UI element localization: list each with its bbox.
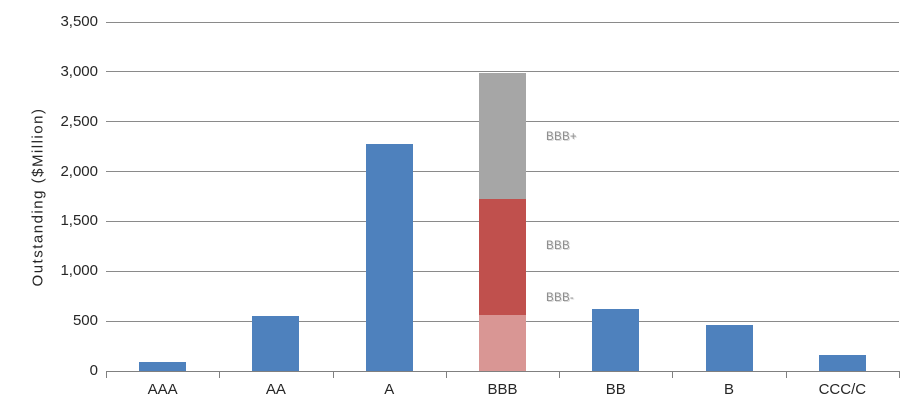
y-axis-tick-label: 2,000 <box>60 162 98 180</box>
bar-segment-ccc-c <box>818 355 866 371</box>
x-axis-tick <box>785 372 787 378</box>
gridline <box>106 21 899 23</box>
bar-segment-bbb-plus <box>479 72 526 199</box>
x-axis-line <box>106 371 900 372</box>
x-category-label-b: B <box>724 381 735 398</box>
bar-segment-a <box>365 143 413 371</box>
segment-annotation-bbb-minus: BBB- <box>546 292 575 305</box>
y-axis-tick-label: 500 <box>72 312 98 330</box>
x-category-label-aaa: AAA <box>147 381 178 398</box>
x-axis-tick <box>219 372 221 378</box>
x-category-label-a: A <box>384 381 395 398</box>
segment-annotation-bbb-plus: BBB+ <box>546 130 577 143</box>
bar-segment-aa <box>252 315 300 371</box>
bar-segment-bbb <box>479 198 526 316</box>
x-axis-tick <box>672 372 674 378</box>
gridline <box>106 71 899 73</box>
x-axis-tick <box>899 372 900 378</box>
bar-segment-b <box>705 324 753 371</box>
x-axis-tick <box>106 372 107 378</box>
x-category-label-bbb: BBB <box>487 381 518 398</box>
x-category-label-ccc-c: CCC/C <box>818 381 867 398</box>
segment-annotation-bbb: BBB <box>546 240 570 253</box>
bar-segment-bb <box>592 309 640 371</box>
y-axis-tick-label: 0 <box>89 362 98 379</box>
y-axis-tick-label: 3,000 <box>60 62 98 80</box>
x-axis-tick <box>559 372 561 378</box>
x-axis-tick <box>445 372 447 378</box>
y-axis-tick-label: 1,500 <box>60 212 98 230</box>
x-category-label-aa: AA <box>265 381 286 398</box>
y-axis-tick-label: 2,500 <box>60 112 98 130</box>
bar-segment-bbb-minus <box>479 315 526 371</box>
y-axis-tick-label: 3,500 <box>60 13 98 30</box>
x-axis-tick <box>332 372 334 378</box>
y-axis-tick-label: 1,000 <box>60 262 98 280</box>
bar-segment-aaa <box>139 362 187 371</box>
x-category-label-bb: BB <box>605 381 626 398</box>
y-axis-title: Outstanding ($Million) <box>29 107 47 287</box>
